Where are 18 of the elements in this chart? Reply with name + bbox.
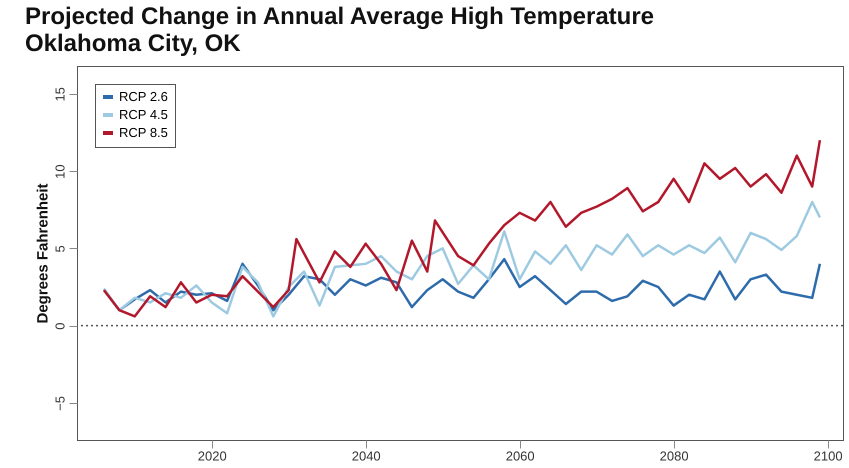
x-tick-label: 2020 <box>198 448 227 464</box>
x-tick-label: 2060 <box>506 448 535 464</box>
y-tick-label: 10 <box>52 164 68 179</box>
line-series <box>102 200 822 318</box>
y-axis-title: Degrees Fahrenheit <box>34 183 52 324</box>
legend-label: RCP 8.5 <box>119 125 168 140</box>
line-series <box>102 138 822 318</box>
x-tick-label: 2040 <box>352 448 381 464</box>
x-tick-label: 2100 <box>814 448 843 464</box>
y-tick-label: 5 <box>52 245 68 252</box>
chart-subtitle: Oklahoma City, OK <box>25 30 242 57</box>
y-tick-label: −5 <box>52 396 68 411</box>
legend-label: RCP 2.6 <box>119 89 168 104</box>
x-tick-label: 2080 <box>660 448 689 464</box>
y-tick-label: 0 <box>52 322 68 330</box>
y-tick-label: 15 <box>52 87 68 102</box>
legend-label: RCP 4.5 <box>119 107 168 122</box>
chart-title: Projected Change in Annual Average High Temperature <box>25 3 654 30</box>
